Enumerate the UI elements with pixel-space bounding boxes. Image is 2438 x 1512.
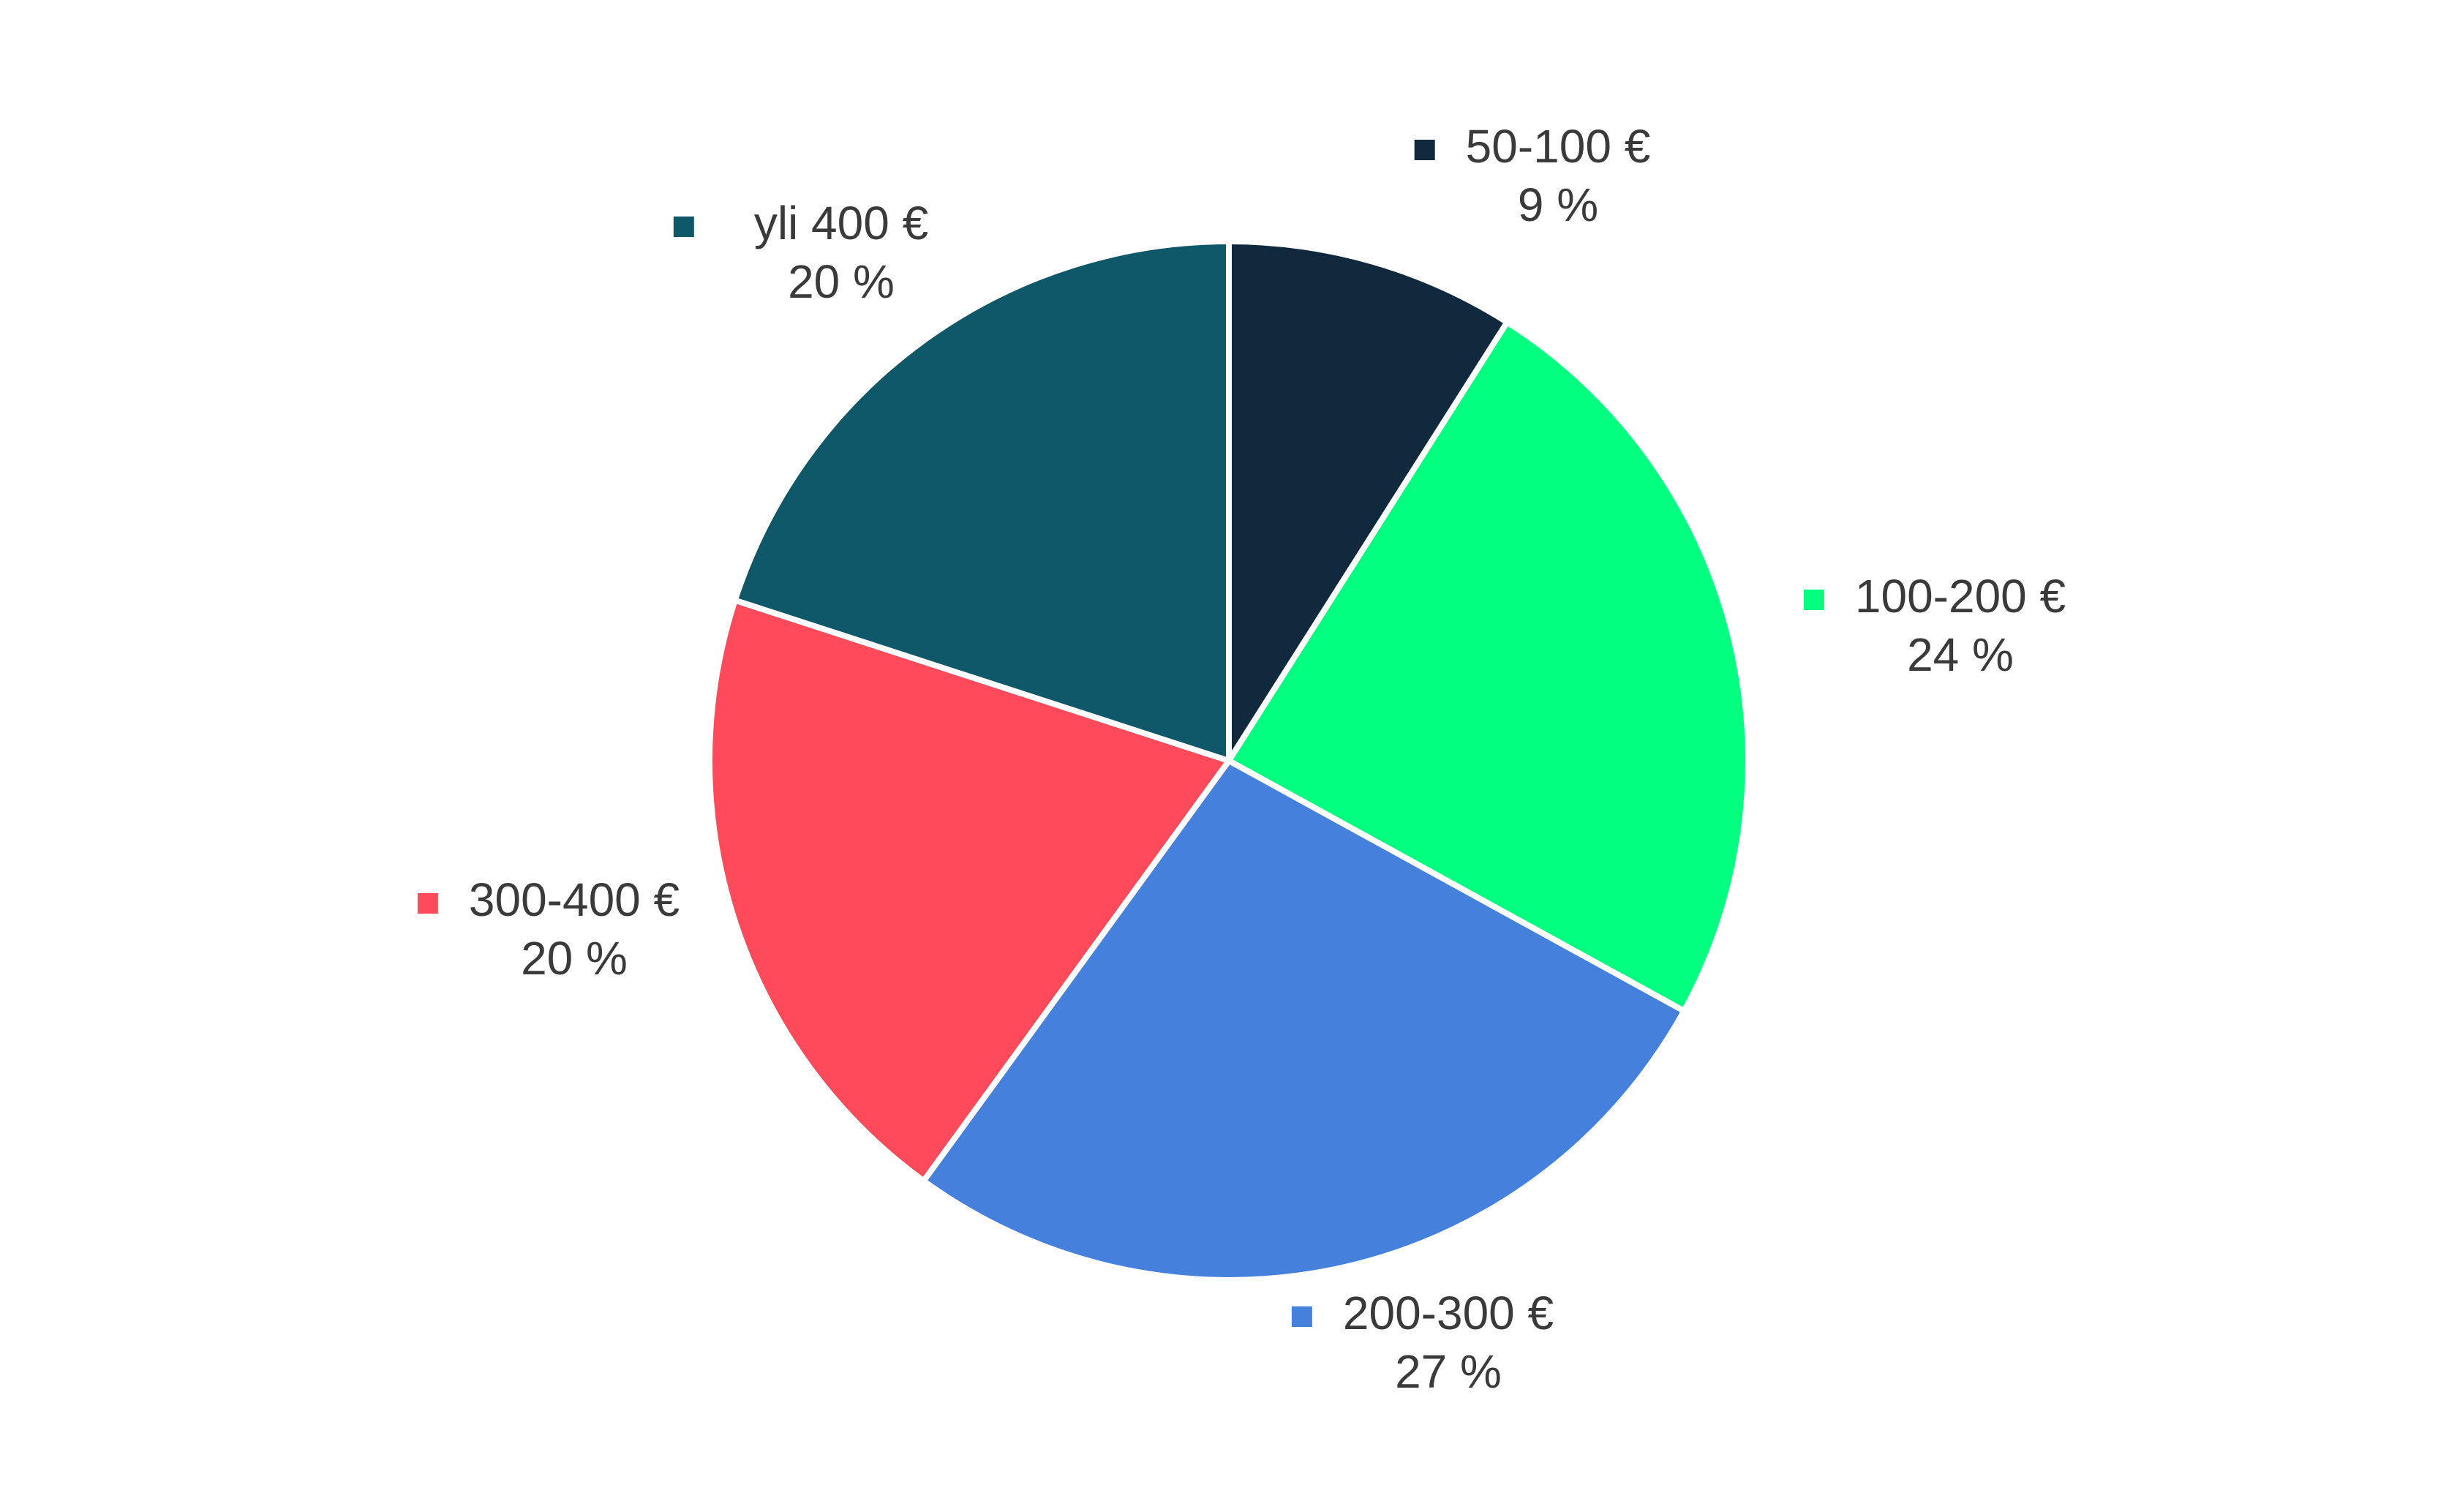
legend-marker-2 [1291, 1306, 1312, 1327]
pie-slice-1 [1226, 319, 1751, 1015]
pie-slice-2 [920, 758, 1688, 1283]
slice-value-label: 20 % [788, 255, 895, 308]
pie-labels: 50-100 €9 % 100-200 €24 % 200-300 € 27 % 300… [417, 120, 2066, 1398]
slice-label-3: 300-400 € 20 % [417, 873, 680, 985]
pie-slices [707, 238, 1751, 1283]
slice-category-label: yli 400 € [754, 197, 928, 249]
slice-value-label: 9 % [1518, 178, 1598, 231]
slice-label-2: 200-300 € 27 % [1291, 1287, 1554, 1398]
slice-category-label: 50-100 € [1466, 120, 1651, 173]
legend-marker-4 [673, 217, 694, 237]
pie-slice-4 [731, 238, 1232, 764]
pie-slice-0 [1226, 238, 1510, 764]
legend-marker-0 [1414, 140, 1435, 160]
slice-category-label: 300-400 € [469, 873, 680, 926]
slice-category-label: 100-200 € [1855, 570, 2066, 623]
legend-marker-3 [417, 893, 438, 914]
pie-slice-3 [707, 597, 1232, 1184]
slice-category-label: 200-300 € [1343, 1287, 1554, 1339]
slice-label-1: 100-200 €24 % [1803, 570, 2066, 681]
legend-marker-1 [1803, 590, 1824, 610]
slice-value-label: 27 % [1395, 1345, 1502, 1398]
slice-value-label: 24 % [1907, 628, 2014, 681]
slice-label-4: yli 400 € 20 % [673, 197, 928, 308]
slice-label-0: 50-100 €9 % [1414, 120, 1651, 231]
slice-value-label: 20 % [521, 932, 628, 985]
